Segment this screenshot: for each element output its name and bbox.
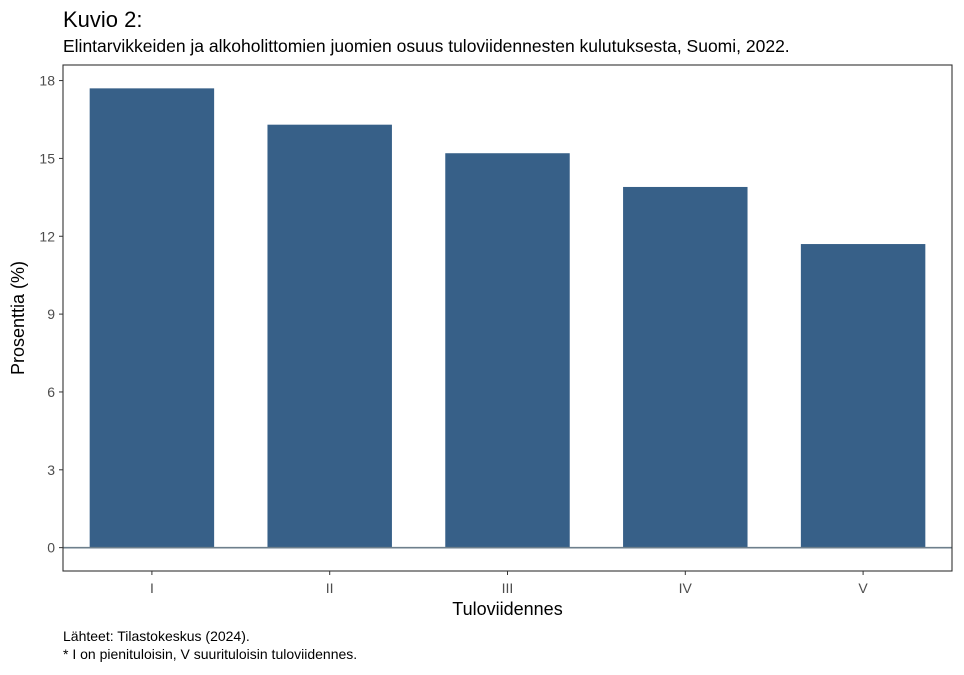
x-tick-label: IV bbox=[679, 580, 693, 596]
y-axis: 0 3 6 9 12 15 18 bbox=[39, 73, 63, 556]
x-axis-title: Tuloviidennes bbox=[452, 599, 562, 619]
chart-subtitle: Elintarvikkeiden ja alkoholittomien juom… bbox=[63, 36, 790, 56]
y-tick-label: 18 bbox=[39, 73, 55, 89]
y-axis-title: Prosenttia (%) bbox=[8, 261, 28, 375]
x-axis: I II III IV V bbox=[150, 571, 868, 596]
bar-II bbox=[267, 124, 392, 548]
chart-title: Kuvio 2: bbox=[63, 7, 143, 32]
y-tick-label: 12 bbox=[39, 228, 55, 244]
x-tick-label: II bbox=[326, 580, 334, 596]
bar-III bbox=[445, 153, 570, 548]
bar-V bbox=[800, 244, 926, 548]
y-tick-label: 3 bbox=[47, 462, 55, 478]
bar-I bbox=[89, 88, 215, 548]
note-caption: * I on pienituloisin, V suurituloisin tu… bbox=[63, 646, 358, 662]
x-tick-label: III bbox=[502, 580, 514, 596]
y-tick-label: 15 bbox=[39, 150, 55, 166]
x-tick-label: V bbox=[858, 580, 868, 596]
bar-IV bbox=[623, 186, 748, 548]
y-tick-label: 0 bbox=[47, 540, 55, 556]
x-tick-label: I bbox=[150, 580, 154, 596]
bars-layer bbox=[89, 88, 926, 548]
source-caption: Lähteet: Tilastokeskus (2024). bbox=[63, 628, 250, 644]
y-tick-label: 6 bbox=[47, 384, 55, 400]
y-tick-label: 9 bbox=[47, 306, 55, 322]
